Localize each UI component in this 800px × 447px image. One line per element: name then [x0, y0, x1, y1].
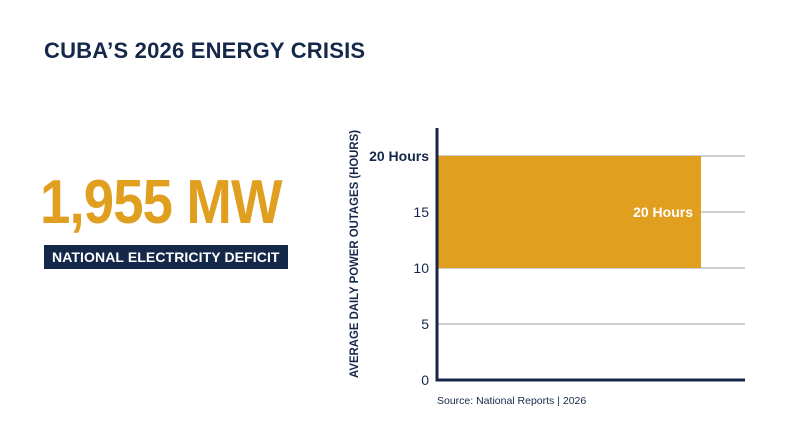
source-note: Source: National Reports | 2026 [437, 395, 587, 407]
y-tick-labels: 0 5 10 15 20 Hours [369, 148, 429, 388]
bar-layer: 20 Hours [437, 156, 701, 268]
y-axis-label: AVERAGE DAILY POWER OUTAGES (HOURS) [347, 130, 361, 378]
outage-bar [437, 156, 701, 268]
page-title: CUBA’S 2026 ENERGY CRISIS [44, 38, 366, 63]
y-tick-label: 5 [421, 316, 429, 332]
deficit-value: 1,955 MW [40, 168, 282, 237]
deficit-label: NATIONAL ELECTRICITY DEFICIT [44, 245, 288, 269]
bar-data-label: 20 Hours [633, 204, 693, 220]
y-tick-label: 20 Hours [369, 148, 429, 164]
y-tick-label: 15 [413, 204, 429, 220]
y-tick-label: 0 [421, 372, 429, 388]
y-tick-label: 10 [413, 260, 429, 276]
